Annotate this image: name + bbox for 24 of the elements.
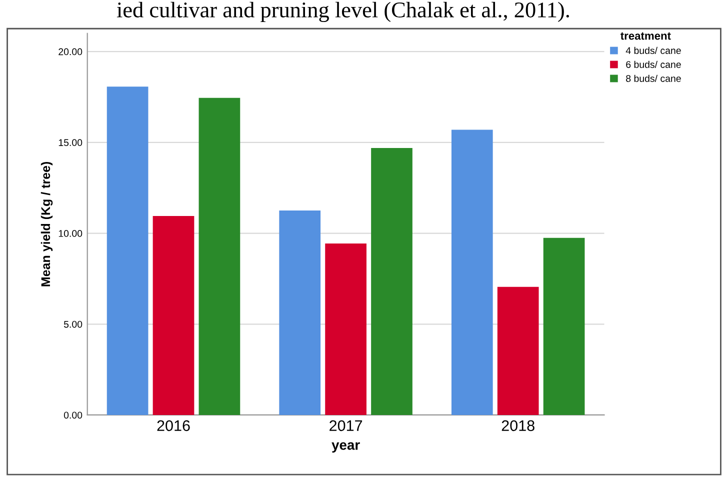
y-tick-label: 0.00 <box>64 412 82 419</box>
bar <box>497 286 539 415</box>
legend-label: 4 buds/ cane <box>626 46 681 54</box>
y-tick-label: 10.00 <box>58 230 82 237</box>
legend-label: 8 buds/ cane <box>626 74 681 82</box>
y-tick-label: 15.00 <box>58 139 82 146</box>
bar <box>279 210 321 415</box>
bar <box>198 98 240 415</box>
bar <box>325 243 366 415</box>
bar <box>371 148 412 415</box>
y-tick-label: 20.00 <box>58 48 82 56</box>
x-axis-title: year <box>332 442 360 453</box>
text: ied cultivar and pruning level (Chalak et al., 2011). <box>116 2 569 22</box>
y-axis-title: Mean yield (Kg / tree) <box>40 162 53 286</box>
x-tick-label: 2018 <box>502 420 534 432</box>
x-tick-label: 2016 <box>157 420 190 432</box>
legend-label: 6 buds/ cane <box>626 60 681 68</box>
bar <box>106 86 148 415</box>
bar <box>451 130 493 415</box>
x-tick-label: 2017 <box>330 420 362 432</box>
y-tick-label: 5.00 <box>64 320 82 328</box>
bar <box>152 216 194 415</box>
legend-title: treatment <box>620 32 671 40</box>
bar <box>543 238 585 415</box>
